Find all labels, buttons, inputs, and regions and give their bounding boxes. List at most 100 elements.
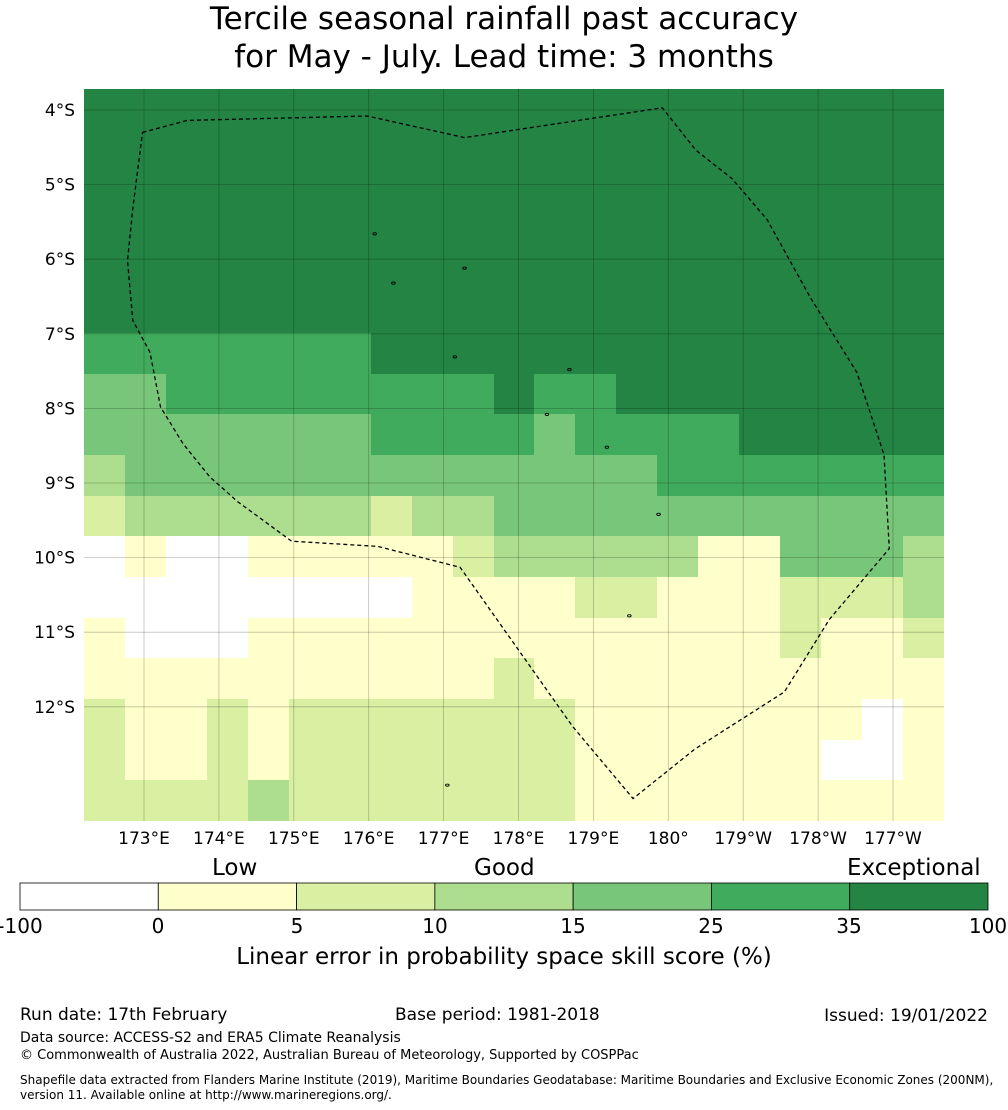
skill-cell [84,414,125,455]
skill-cell [575,333,616,374]
longitude-label: 178°W [789,829,847,849]
skill-cell [125,333,166,374]
skill-cell [125,211,166,252]
skill-cell [862,130,903,170]
skill-cell [575,170,616,211]
skill-cell [371,496,412,536]
skill-cell [166,252,207,292]
skill-cell [248,536,289,577]
skill-cell [575,496,616,536]
skill-cell [862,374,903,414]
skill-cell [371,414,412,455]
skill-cell [125,89,166,130]
colorbar-tick: 15 [560,914,586,938]
skill-cell [862,618,903,658]
skill-cell [494,618,534,658]
skill-cell [862,211,903,252]
copyright-notice: © Commonwealth of Australia 2022, Austra… [20,1048,639,1063]
skill-cell [657,374,698,414]
skill-cell [207,292,248,333]
skill-cell [903,89,944,130]
skill-cell [166,374,207,414]
skill-cell [739,414,780,455]
skill-cell [698,252,739,292]
skill-cell [494,374,534,414]
skill-cell [166,496,207,536]
skill-cell [453,170,494,211]
skill-cell [330,455,371,496]
skill-cell [698,130,739,170]
skill-cell [371,130,412,170]
skill-cell [125,699,166,740]
skill-cell [739,455,780,496]
colorbar-tick: 100 [968,914,1008,938]
skill-cell [248,292,289,333]
skill-cell [739,658,780,699]
skill-cell [616,130,657,170]
colorbar [19,882,989,911]
skill-cell [821,374,862,414]
skill-cell [780,414,821,455]
skill-cell [84,740,125,780]
skill-cell [412,577,453,618]
base-period: Base period: 1981-2018 [395,1005,600,1025]
skill-cell [125,496,166,536]
skill-cell [494,536,534,577]
skill-cell [780,780,821,821]
skill-cell [166,211,207,252]
colorbar-label: Linear error in probability space skill … [236,944,772,970]
skill-cell [903,577,944,618]
skill-cell [862,699,903,740]
skill-cell [534,536,575,577]
skill-cell [453,740,494,780]
skill-cell [371,740,412,780]
skill-cell [330,740,371,780]
skill-cell [453,252,494,292]
skill-cell [166,455,207,496]
skill-cell [616,780,657,821]
skill-cell [739,170,780,211]
skill-cell [903,455,944,496]
skill-cell [616,536,657,577]
skill-cell [862,89,903,130]
skill-cell [494,252,534,292]
skill-cell [739,577,780,618]
skill-cell [534,740,575,780]
latitude-labels: 4°S 5°S 6°S 7°S 8°S 9°S 10°S 11°S 12°S [34,101,75,718]
skill-cell [616,414,657,455]
skill-cell [371,780,412,821]
skill-cell [821,740,862,780]
skill-cell [166,618,207,658]
skill-cell [84,252,125,292]
skill-cell [248,252,289,292]
skill-cell [289,455,330,496]
skill-cell [207,658,248,699]
skill-cell [453,211,494,252]
longitude-label: 177°W [864,829,922,849]
skill-cell [862,252,903,292]
title-line-2: for May - July. Lead time: 3 months [234,39,774,75]
skill-cell [84,170,125,211]
skill-cell [862,658,903,699]
skill-cell [862,414,903,455]
skill-cell [494,89,534,130]
longitude-label: 174°E [193,829,245,849]
skill-cell [616,658,657,699]
skill-cell [657,455,698,496]
skill-cell [494,780,534,821]
skill-cell [616,699,657,740]
skill-cell [698,780,739,821]
skill-cell [575,374,616,414]
skill-cell [125,130,166,170]
skill-cell [739,292,780,333]
island-outline [604,445,610,449]
skill-cell [862,780,903,821]
skill-cell [453,130,494,170]
skill-cell [739,374,780,414]
skill-cell [862,536,903,577]
skill-cell [494,211,534,252]
skill-cell [412,780,453,821]
longitude-label: 179°W [714,829,772,849]
skill-cell [248,780,289,821]
skill-cell [534,374,575,414]
